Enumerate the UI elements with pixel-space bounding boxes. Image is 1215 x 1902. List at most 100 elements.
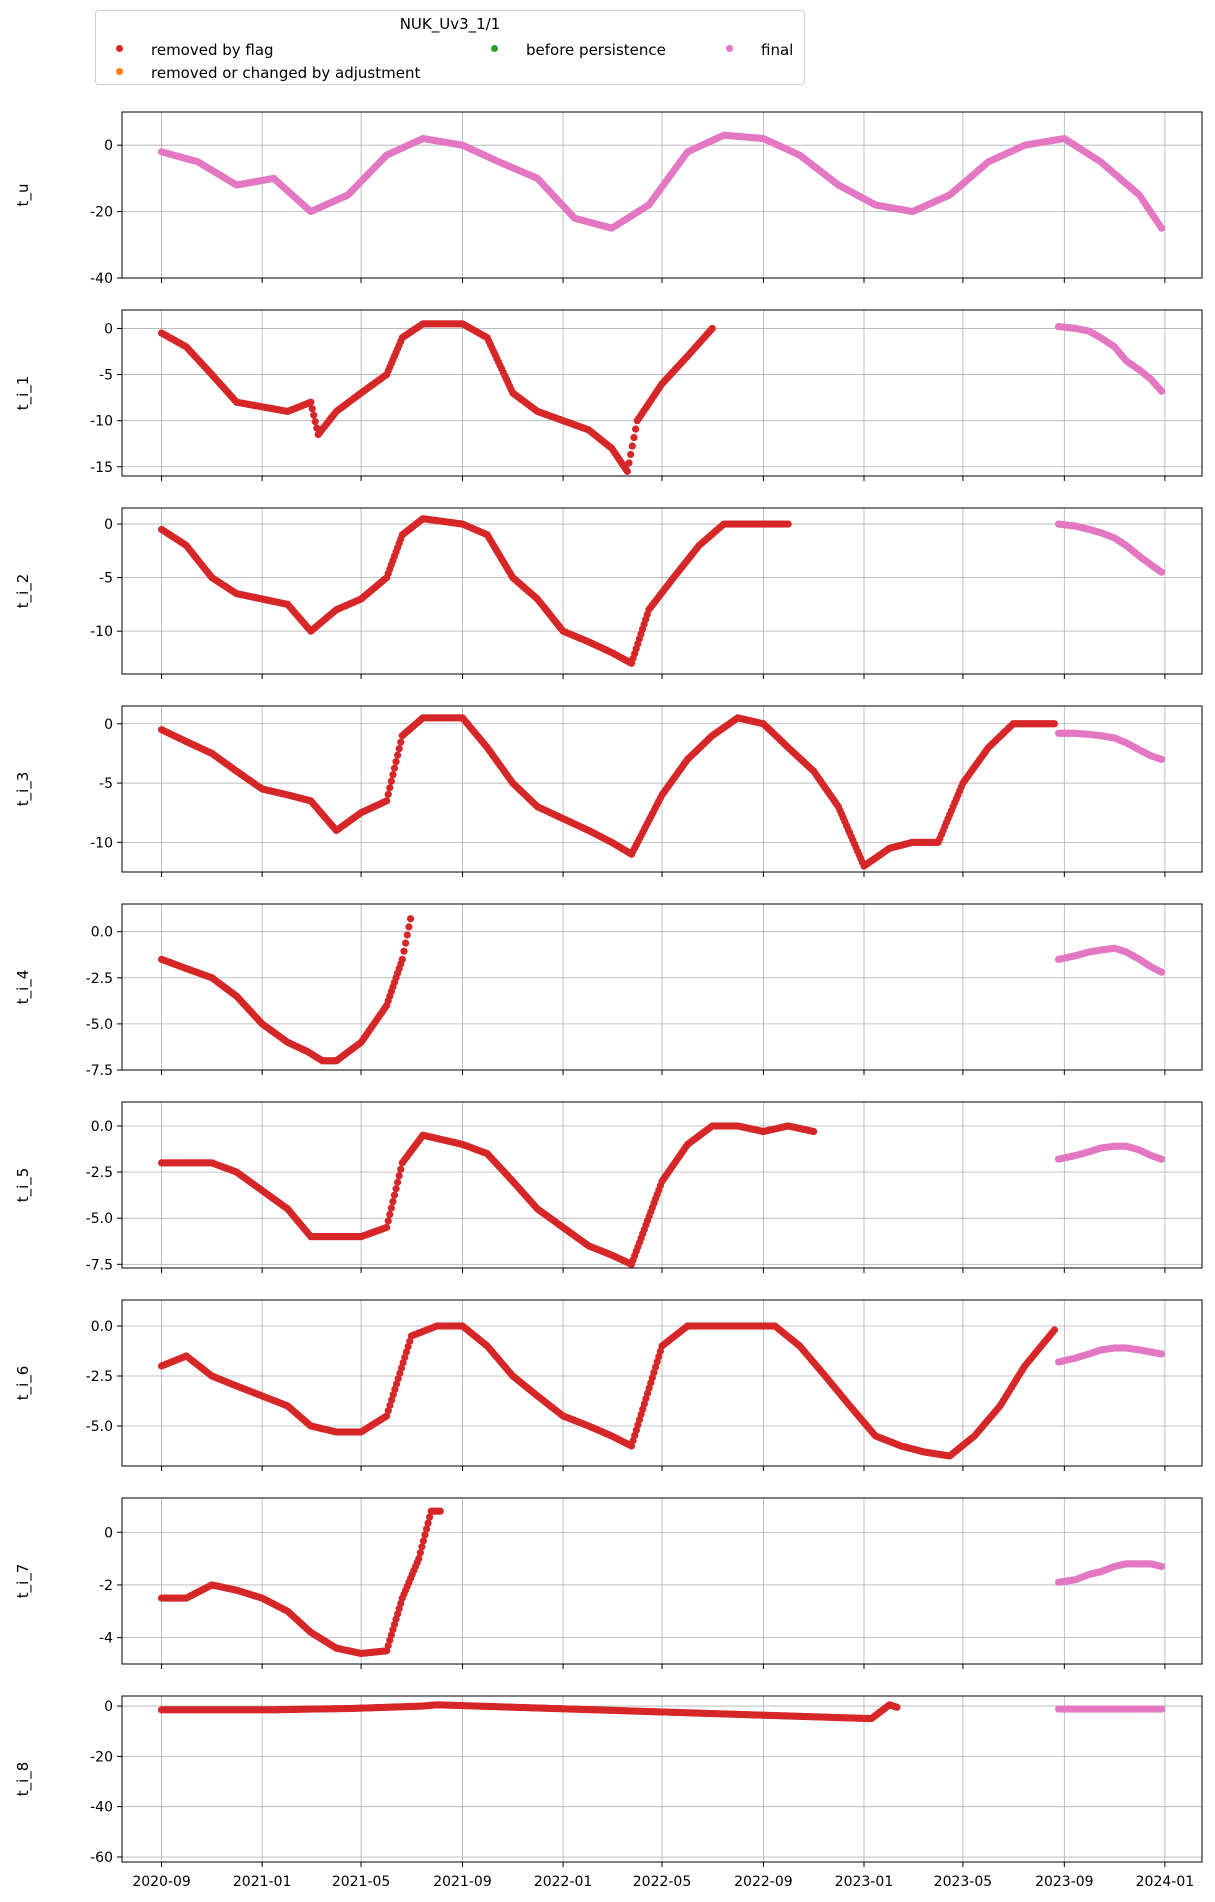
data-point xyxy=(392,758,400,766)
y-axis-label: t_i_5 xyxy=(14,1168,33,1203)
panel-t_u: 0 -20 -40 t_u xyxy=(14,111,1203,287)
data-point xyxy=(708,324,716,333)
data-point xyxy=(390,764,399,772)
data-point xyxy=(625,459,633,467)
y-tick-label: -5.0 xyxy=(86,1211,113,1227)
x-tick-label: 2023-09 xyxy=(1035,1874,1094,1890)
data-point xyxy=(1158,1562,1166,1571)
series-final xyxy=(1054,729,1166,763)
series-final xyxy=(1054,1705,1166,1713)
panel-t_i_5: 0.0 -2.5 -5.0 -7.5 t_i_5 xyxy=(14,1101,1203,1273)
legend-item-final: final xyxy=(726,41,793,59)
data-point xyxy=(383,1223,391,1232)
y-tick-label: -20 xyxy=(90,1749,113,1765)
legend-marker-icon xyxy=(491,45,498,52)
data-point xyxy=(1158,568,1166,576)
series-removed-by-flag xyxy=(157,915,415,1065)
series-final xyxy=(1054,1142,1166,1163)
y-tick-label: 0 xyxy=(104,517,113,533)
panel-t_i_2: 0 -5 -10 t_i_2 xyxy=(14,507,1203,679)
data-point xyxy=(394,1178,402,1186)
y-tick-label: 0 xyxy=(104,1699,113,1715)
data-point xyxy=(308,405,316,413)
x-tick-label: 2023-05 xyxy=(934,1874,993,1890)
data-point xyxy=(395,745,403,753)
y-tick-label: -4 xyxy=(99,1631,113,1647)
series-final xyxy=(157,131,1166,232)
y-tick-label: -2 xyxy=(99,1578,113,1594)
data-point xyxy=(893,1703,901,1711)
y-axis-label: t_i_2 xyxy=(14,574,33,609)
legend-marker-icon xyxy=(726,45,733,52)
data-point xyxy=(387,777,395,785)
data-point xyxy=(436,1507,444,1515)
data-point xyxy=(390,1191,399,1199)
data-point xyxy=(424,1519,432,1527)
axes-frame xyxy=(121,507,1203,675)
y-tick-label: 0 xyxy=(104,717,113,733)
data-point xyxy=(418,1543,426,1551)
data-point xyxy=(386,784,394,792)
x-tick-label: 2022-05 xyxy=(633,1874,692,1890)
x-tick-label: 2021-09 xyxy=(433,1874,492,1890)
y-tick-label: 0 xyxy=(104,321,113,337)
y-tick-label: -5.0 xyxy=(86,1017,113,1033)
data-point xyxy=(386,1210,394,1219)
y-tick-label: -40 xyxy=(90,271,113,287)
y-axis-label: t_i_6 xyxy=(14,1366,33,1401)
axes-frame xyxy=(121,1695,1203,1863)
axes-frame xyxy=(121,111,1203,279)
data-point xyxy=(395,1172,403,1180)
data-point xyxy=(389,771,397,779)
legend: NUK_Uv3_1/1 removed by flag removed or c… xyxy=(95,10,805,85)
axes-frame xyxy=(121,1299,1203,1467)
y-tick-label: 0.0 xyxy=(91,1319,113,1335)
data-point xyxy=(310,411,318,419)
series-final xyxy=(1054,944,1166,976)
y-tick-label: 0 xyxy=(104,1525,113,1541)
y-tick-label: 0.0 xyxy=(91,1119,113,1135)
series-removed-by-flag xyxy=(157,320,716,475)
data-point xyxy=(419,1537,428,1545)
data-point xyxy=(630,433,638,442)
y-axis-label: t_i_8 xyxy=(14,1762,33,1797)
panel-t_i_4: 0.0 -2.5 -5.0 -7.5 t_i_4 xyxy=(14,903,1203,1079)
y-tick-label: -5 xyxy=(99,368,113,384)
legend-item-removed-or-changed: removed or changed by adjustment xyxy=(116,64,420,82)
y-tick-label: -15 xyxy=(90,460,113,476)
data-point xyxy=(398,955,406,963)
y-axis-label: t_i_4 xyxy=(14,970,33,1005)
y-tick-label: -10 xyxy=(90,624,113,640)
data-point xyxy=(628,442,636,450)
data-point xyxy=(402,939,410,947)
data-point xyxy=(1050,1326,1059,1334)
data-point xyxy=(384,790,392,798)
y-tick-label: -2.5 xyxy=(86,1369,113,1385)
x-tick-label: 2024-01 xyxy=(1136,1874,1195,1890)
panel-t_i_8: 0 -20 -40 -60 t_i_8 xyxy=(14,1695,1203,1867)
y-tick-label: -20 xyxy=(90,205,113,221)
axes-frame xyxy=(121,1497,1203,1665)
y-axis-label: t_i_3 xyxy=(14,772,33,807)
axes-frame xyxy=(121,1101,1203,1269)
series-removed-by-flag xyxy=(157,515,792,667)
axes-frame xyxy=(121,309,1203,477)
data-point xyxy=(623,467,631,475)
data-point xyxy=(1158,755,1166,763)
data-point xyxy=(397,738,405,746)
y-tick-label: -10 xyxy=(90,835,113,851)
axes-frame xyxy=(121,705,1203,873)
series-final xyxy=(1054,323,1166,395)
series-final xyxy=(1054,1344,1166,1366)
data-point xyxy=(415,1555,423,1563)
data-point xyxy=(394,751,402,759)
y-tick-label: -5 xyxy=(99,571,113,587)
y-tick-label: 0 xyxy=(104,138,113,154)
data-point xyxy=(627,450,635,459)
data-point xyxy=(307,398,315,406)
legend-title: NUK_Uv3_1/1 xyxy=(399,15,501,33)
axes-frame xyxy=(121,903,1203,1071)
legend-item-removed-by-flag: removed by flag xyxy=(116,41,274,59)
data-point xyxy=(1050,720,1059,728)
